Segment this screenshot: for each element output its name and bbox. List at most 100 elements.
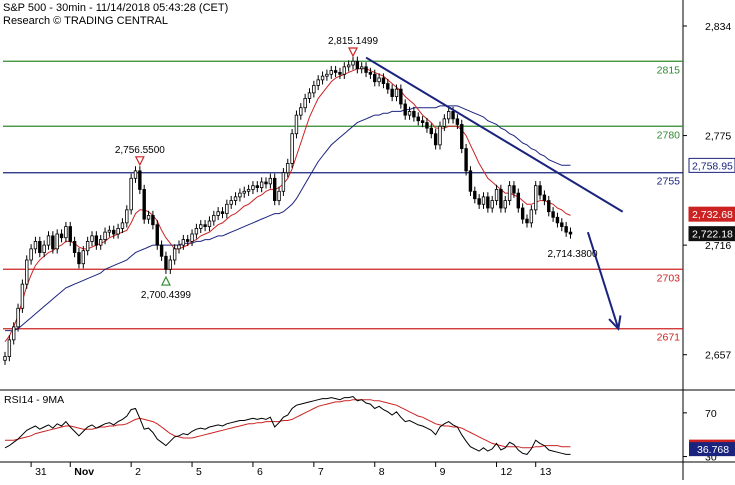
candle-body bbox=[564, 226, 568, 233]
candle-body bbox=[551, 211, 555, 218]
candle-body bbox=[416, 116, 420, 122]
candle-body bbox=[164, 255, 168, 270]
candle-body bbox=[133, 170, 138, 179]
candle-body bbox=[534, 185, 538, 211]
candle-body bbox=[377, 77, 381, 83]
candle-body bbox=[107, 229, 112, 233]
price-badge bbox=[688, 157, 735, 173]
candle-body bbox=[481, 196, 486, 205]
candle-body bbox=[229, 200, 233, 205]
candle-body bbox=[172, 248, 177, 261]
time-tick-label: 9 bbox=[440, 466, 446, 478]
candle-body bbox=[220, 211, 225, 214]
candle-body bbox=[394, 88, 399, 97]
candle-body bbox=[503, 200, 507, 209]
price-tick-label: 2,657 bbox=[705, 350, 731, 362]
candle-body bbox=[251, 185, 255, 190]
candle-body bbox=[290, 133, 294, 164]
low-marker-icon bbox=[160, 275, 171, 286]
candle-body bbox=[399, 88, 403, 105]
projection-arrow-head bbox=[608, 315, 622, 331]
candle-body bbox=[116, 228, 120, 235]
candle-body bbox=[199, 224, 203, 229]
candle-body bbox=[3, 356, 7, 361]
high-annotation: 2,815.1499 bbox=[328, 36, 378, 47]
candle-body bbox=[203, 224, 207, 227]
candle-body bbox=[142, 189, 146, 220]
rsi-badge bbox=[689, 442, 735, 457]
target-annotation: 2,714.3800 bbox=[547, 249, 597, 260]
candle-body bbox=[312, 85, 316, 94]
candle-body bbox=[368, 72, 373, 75]
chart-title: S&P 500 - 30min - 11/14/2018 05:43:28 (C… bbox=[3, 2, 229, 14]
candle-body bbox=[442, 118, 447, 127]
candle-body bbox=[446, 111, 451, 120]
candle-body bbox=[46, 235, 51, 246]
candle-body bbox=[420, 120, 425, 123]
candle-body bbox=[520, 207, 525, 220]
candle-body bbox=[525, 218, 529, 224]
candle-body bbox=[429, 127, 433, 135]
rsi-tick-label: 30 bbox=[705, 452, 717, 464]
candle-body bbox=[412, 111, 416, 118]
candle-body bbox=[259, 181, 264, 188]
candle-body bbox=[303, 98, 307, 109]
candle-body bbox=[507, 185, 512, 201]
candle-body bbox=[120, 222, 125, 229]
candle-body bbox=[103, 231, 107, 240]
time-tick-label: 5 bbox=[196, 466, 202, 478]
candle-body bbox=[99, 239, 103, 246]
candle-body bbox=[407, 111, 412, 116]
candle-body bbox=[386, 83, 390, 90]
candle-body bbox=[77, 252, 81, 265]
candle-body bbox=[177, 244, 181, 250]
candle-body bbox=[59, 233, 64, 239]
candle-body bbox=[547, 200, 551, 213]
candle-body bbox=[72, 241, 77, 253]
candle-body bbox=[373, 73, 377, 83]
low-annotation: 2,700.4399 bbox=[141, 290, 191, 301]
candle-body bbox=[272, 177, 277, 201]
candle-body bbox=[477, 198, 481, 205]
downtrend-line bbox=[365, 56, 624, 213]
candle-body bbox=[33, 241, 38, 250]
candle-body bbox=[512, 185, 516, 194]
candle-body bbox=[238, 192, 242, 198]
candle-body bbox=[151, 215, 155, 226]
candle-body bbox=[438, 125, 442, 146]
candle-body bbox=[294, 114, 299, 135]
candle-body bbox=[81, 250, 85, 265]
candle-body bbox=[460, 124, 464, 149]
candle-body bbox=[464, 148, 468, 172]
candle-body bbox=[490, 200, 494, 209]
candle-body bbox=[159, 244, 164, 257]
candle-body bbox=[90, 235, 94, 242]
price-tick-label: 2,834 bbox=[705, 21, 731, 33]
candle-body bbox=[403, 103, 407, 116]
rsi-line bbox=[4, 395, 571, 455]
candle-body bbox=[146, 215, 151, 220]
candle-body bbox=[516, 192, 520, 209]
candle-body bbox=[51, 235, 55, 250]
rsi-tick-label: 70 bbox=[705, 408, 717, 420]
candle-body bbox=[542, 194, 547, 201]
level-label-2755: 2755 bbox=[657, 176, 681, 188]
candle-body bbox=[473, 190, 477, 200]
price-tick-label: 2,775 bbox=[705, 131, 731, 143]
candle-body bbox=[342, 66, 346, 75]
candle-body bbox=[529, 209, 534, 224]
high-marker-icon bbox=[134, 156, 145, 167]
candle-body bbox=[64, 226, 68, 239]
candle-body bbox=[42, 244, 46, 253]
candle-body bbox=[494, 189, 499, 201]
candle-body bbox=[364, 66, 368, 73]
candle-body bbox=[129, 177, 133, 211]
candle-body bbox=[20, 283, 25, 309]
time-tick-label: 2 bbox=[135, 466, 141, 478]
candle-body bbox=[194, 228, 199, 235]
level-label-2780: 2780 bbox=[657, 129, 681, 141]
candle-body bbox=[468, 170, 473, 192]
candle-body bbox=[560, 222, 564, 227]
candle-body bbox=[38, 241, 42, 253]
